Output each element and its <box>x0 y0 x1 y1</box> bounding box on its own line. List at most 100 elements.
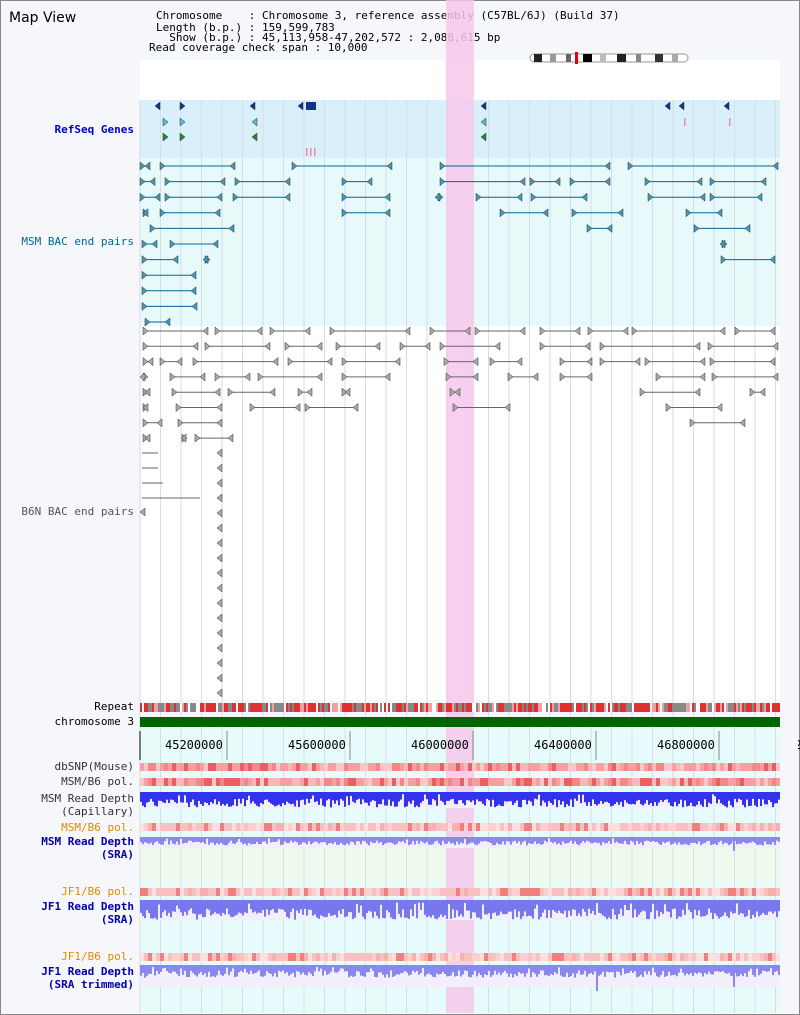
depth-bar <box>602 965 604 972</box>
highlight-region[interactable] <box>446 0 474 1013</box>
heat-strip-cell <box>172 953 176 961</box>
repeat-segment <box>288 703 290 712</box>
depth-bar <box>344 837 346 846</box>
repeat-segment <box>184 703 186 712</box>
repeat-segment <box>436 703 438 712</box>
heat-strip-cell <box>584 953 588 961</box>
heat-strip-cell <box>696 823 700 831</box>
repeat-segment <box>468 703 470 712</box>
track-label-refseq[interactable]: RefSeq Genes <box>54 123 134 136</box>
depth-bar <box>598 792 600 804</box>
depth-bar <box>368 837 370 846</box>
depth-bar <box>424 837 426 844</box>
heat-strip-cell <box>336 888 340 896</box>
depth-bar <box>142 900 144 917</box>
depth-bar <box>276 900 278 913</box>
depth-bar <box>696 837 698 844</box>
track-label-b6n-bac[interactable]: B6N BAC end pairs <box>21 505 134 518</box>
repeat-segment <box>522 703 524 712</box>
depth-bar <box>694 965 696 973</box>
heat-strip-cell <box>244 823 248 831</box>
heat-strip-cell <box>680 763 684 771</box>
heat-strip-cell <box>376 823 380 831</box>
depth-bar <box>764 837 766 842</box>
depth-bar <box>238 837 240 839</box>
depth-bar <box>314 900 316 915</box>
heat-strip-cell <box>740 823 744 831</box>
repeat-segment <box>484 703 486 712</box>
msm-bac-end <box>214 208 221 218</box>
heat-strip-cell <box>160 953 164 961</box>
depth-bar <box>180 837 182 839</box>
repeat-segment <box>308 703 310 712</box>
depth-bar <box>518 837 520 842</box>
depth-bar <box>606 792 608 802</box>
chromosome-ideogram[interactable] <box>529 52 689 64</box>
heat-strip-cell <box>688 888 692 896</box>
msm-bac-end <box>772 161 779 171</box>
depth-bar <box>360 792 362 805</box>
depth-bar <box>556 792 558 808</box>
depth-bar <box>332 900 334 916</box>
heat-strip-cell <box>284 823 288 831</box>
msm-bac-features[interactable] <box>139 161 779 327</box>
depth-bar <box>322 900 324 917</box>
repeat-segment <box>584 703 586 712</box>
heat-strip-cell <box>588 888 592 896</box>
depth-bar <box>628 792 630 804</box>
b6n-bac-features[interactable] <box>139 326 779 698</box>
depth-bar <box>224 792 226 806</box>
depth-bar <box>634 900 636 910</box>
refseq-features[interactable] <box>154 101 731 156</box>
heat-strip-cell <box>216 953 220 961</box>
heat-strip-cell <box>632 778 636 786</box>
repeat-segment <box>712 703 714 712</box>
depth-bar <box>418 900 420 903</box>
msm-bac-end <box>709 177 716 187</box>
repeat-segment <box>328 703 330 712</box>
depth-bar <box>384 900 386 919</box>
depth-bar <box>352 900 354 919</box>
heat-strip-cell <box>412 778 416 786</box>
heat-strip-cell <box>192 888 196 896</box>
depth-bar <box>678 837 680 843</box>
heat-strip-cell <box>336 763 340 771</box>
b6n-bac-end <box>472 372 479 382</box>
depth-bar <box>442 792 444 802</box>
depth-bar <box>428 792 430 805</box>
depth-bar <box>390 792 392 806</box>
track-label-msm-bac[interactable]: MSM BAC end pairs <box>21 235 134 248</box>
repeat-segment <box>482 703 484 712</box>
heat-strip-cell <box>684 763 688 771</box>
b6n-bac-end <box>344 387 351 397</box>
heat-strip-cell <box>396 823 400 831</box>
depth-bar <box>394 837 396 845</box>
repeat-segment <box>732 703 734 712</box>
repeat-segment <box>568 703 570 712</box>
repeat-segment <box>510 703 512 712</box>
depth-bar <box>426 837 428 842</box>
depth-bar <box>234 965 236 978</box>
heat-strip-cell <box>480 823 484 831</box>
heat-strip-cell <box>164 823 168 831</box>
heat-strip-cell <box>760 823 764 831</box>
heat-strip-cell <box>220 778 224 786</box>
heat-strip-cell <box>724 778 728 786</box>
depth-bar <box>452 792 454 799</box>
depth-bar <box>310 900 312 910</box>
depth-bar <box>518 900 520 912</box>
depth-bar <box>140 792 142 802</box>
heat-strip-cell <box>748 763 752 771</box>
depth-bar <box>752 837 754 842</box>
depth-bar <box>648 900 650 920</box>
depth-bar <box>630 792 632 805</box>
axis-tick-label: 46400000 <box>534 738 592 752</box>
repeat-segment <box>444 703 446 712</box>
depth-bar <box>730 900 732 912</box>
depth-bar <box>660 965 662 976</box>
depth-bar <box>488 837 490 843</box>
heat-strip-cell <box>708 888 712 896</box>
heat-strip-cell <box>292 888 296 896</box>
heat-strip-cell <box>340 953 344 961</box>
